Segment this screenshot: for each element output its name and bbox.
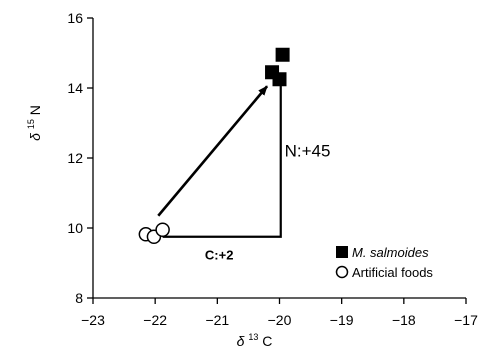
y-tick-label: 14 bbox=[67, 80, 83, 96]
x-tick-label: −23 bbox=[81, 312, 105, 328]
y-axis-title-element: N bbox=[27, 105, 43, 115]
x-tick-label: −18 bbox=[392, 312, 416, 328]
legend-square-marker bbox=[336, 246, 348, 258]
annotations: N:+45 C:+2 bbox=[157, 84, 331, 263]
y-axis-title-symbol: δ bbox=[27, 133, 43, 141]
y-tick-label: 8 bbox=[75, 290, 83, 306]
y-ticks: 8 10 12 14 16 bbox=[67, 10, 93, 306]
x-axis-title-symbol: δ bbox=[237, 333, 245, 349]
x-tick-label: −17 bbox=[454, 312, 478, 328]
y-axis-title-sup: 15 bbox=[26, 119, 36, 129]
c-enrichment-label: C:+2 bbox=[205, 248, 234, 263]
enrichment-arrow bbox=[157, 85, 269, 217]
x-tick-label: −19 bbox=[330, 312, 354, 328]
x-tick-label: −22 bbox=[143, 312, 167, 328]
legend-label: M. salmoides bbox=[352, 245, 429, 260]
legend-label: Artificial foods bbox=[352, 265, 433, 280]
y-tick-label: 10 bbox=[67, 220, 83, 236]
legend-circle-marker bbox=[335, 265, 349, 279]
salmoides-point bbox=[272, 72, 287, 87]
x-axis-title-element: C bbox=[262, 333, 272, 349]
x-axis-title-sup: 13 bbox=[248, 332, 258, 342]
y-tick-label: 12 bbox=[67, 150, 83, 166]
data-points bbox=[138, 47, 290, 244]
n-enrichment-label: N:+45 bbox=[285, 141, 331, 160]
x-tick-label: −20 bbox=[268, 312, 292, 328]
enrichment-bracket bbox=[162, 84, 282, 238]
salmoides-point bbox=[275, 47, 290, 62]
x-ticks: −23 −22 −21 −20 −19 −18 −17 bbox=[81, 298, 478, 328]
artificial-food-point bbox=[155, 222, 170, 237]
legend: M. salmoides Artificial foods bbox=[335, 245, 433, 280]
x-axis-title: δ 13 C bbox=[237, 327, 273, 349]
x-tick-label: −21 bbox=[205, 312, 229, 328]
y-axis-title: δ 15 N bbox=[21, 105, 43, 141]
y-tick-label: 16 bbox=[67, 10, 83, 26]
